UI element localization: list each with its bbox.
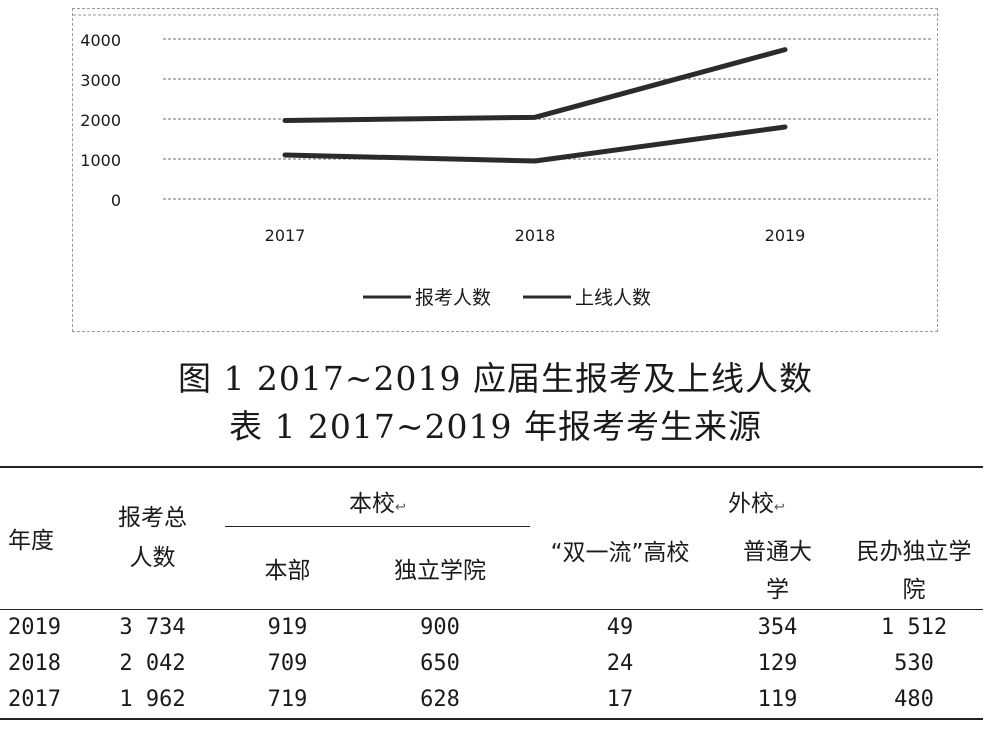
cell-away-regular: 129	[757, 651, 798, 676]
y-tick-label: 4000	[80, 31, 121, 50]
header-year-label: 年度	[8, 528, 54, 555]
cell-away-regular: 119	[757, 687, 798, 712]
header-home-main: 本部	[225, 526, 350, 610]
y-tick-label: 2000	[80, 111, 121, 130]
cell-home-independent: 900	[420, 615, 460, 640]
return-mark: ↩	[774, 500, 785, 516]
cell-home-independent: 650	[420, 651, 460, 676]
header-home-independent: 独立学院	[350, 526, 530, 610]
header-year: 年度	[0, 467, 80, 610]
header-away-private: 民办独立学 院	[845, 526, 983, 610]
header-away-label: 外校	[728, 491, 775, 518]
return-mark: ↩	[395, 500, 406, 515]
cell-total: 1 962	[119, 687, 186, 712]
line-chart: 0 1000 2000 3000 4000 2017 2018 2019 报考人数 上线人数	[72, 8, 939, 332]
y-tick-label: 3000	[80, 71, 121, 90]
header-away-regular: 普通大 学	[710, 526, 845, 610]
data-table: 年度 报考总 人数 本校↩ 外校↩ 本部 独立学院 “双一流”高校	[0, 466, 983, 720]
header-away-double: “双一流”高校	[530, 526, 710, 610]
header-home-label: 本校	[349, 491, 396, 517]
header-total-line1: 报考总	[118, 505, 187, 531]
cell-home-main: 919	[267, 615, 308, 640]
table-row: 2017 1 962 719 628 17 119 480	[0, 682, 983, 719]
chart-canvas: 0 1000 2000 3000 4000 2017 2018 2019 报考人数 上线人数	[73, 14, 939, 309]
header-away-regular-line2: 学	[766, 576, 789, 603]
header-home-main-label: 本部	[264, 557, 311, 584]
x-tick-label: 2018	[515, 226, 556, 245]
legend-label: 上线人数	[575, 287, 651, 309]
header-home: 本校↩	[225, 467, 530, 527]
cell-away-private: 480	[894, 687, 934, 712]
header-away-double-label: “双一流”高校	[550, 539, 690, 566]
figure-caption: 图 1 2017~2019 应届生报考及上线人数	[177, 359, 814, 398]
cell-home-main: 719	[267, 687, 308, 712]
cell-home-main: 709	[267, 651, 308, 676]
header-away-private-line1: 民办独立学	[856, 538, 972, 565]
table-row: 2018 2 042 709 650 24 129 530	[0, 646, 983, 682]
cell-away-double: 24	[606, 651, 634, 676]
header-away-regular-line1: 普通大	[743, 538, 812, 565]
cell-away-private: 1 512	[880, 615, 948, 640]
cell-total: 3 734	[119, 615, 186, 640]
x-tick-label: 2017	[265, 226, 306, 245]
header-home-independent-label: 独立学院	[394, 557, 486, 584]
cell-year: 2018	[8, 651, 61, 676]
cell-away-double: 17	[606, 687, 634, 712]
x-tick-label: 2019	[765, 226, 806, 245]
y-tick-label: 0	[111, 191, 121, 210]
header-away: 外校↩	[530, 467, 983, 527]
cell-away-regular: 354	[757, 615, 798, 640]
header-total-line2: 人数	[129, 545, 176, 571]
cell-away-double: 49	[606, 615, 634, 640]
series-line	[282, 47, 788, 124]
cell-total: 2 042	[119, 651, 186, 676]
cell-year: 2017	[8, 687, 61, 712]
cell-year: 2019	[8, 615, 61, 640]
table-caption: 表 1 2017~2019 年报考考生来源	[228, 407, 763, 446]
header-total: 报考总 人数	[80, 467, 225, 610]
series-line	[282, 124, 788, 164]
cell-away-private: 530	[894, 651, 934, 676]
cell-home-independent: 628	[420, 687, 460, 712]
header-away-private-line2: 院	[902, 576, 926, 603]
y-tick-label: 1000	[80, 151, 121, 170]
legend-label: 报考人数	[415, 287, 491, 309]
table-row: 2019 3 734 919 900 49 354 1 512	[0, 609, 983, 646]
